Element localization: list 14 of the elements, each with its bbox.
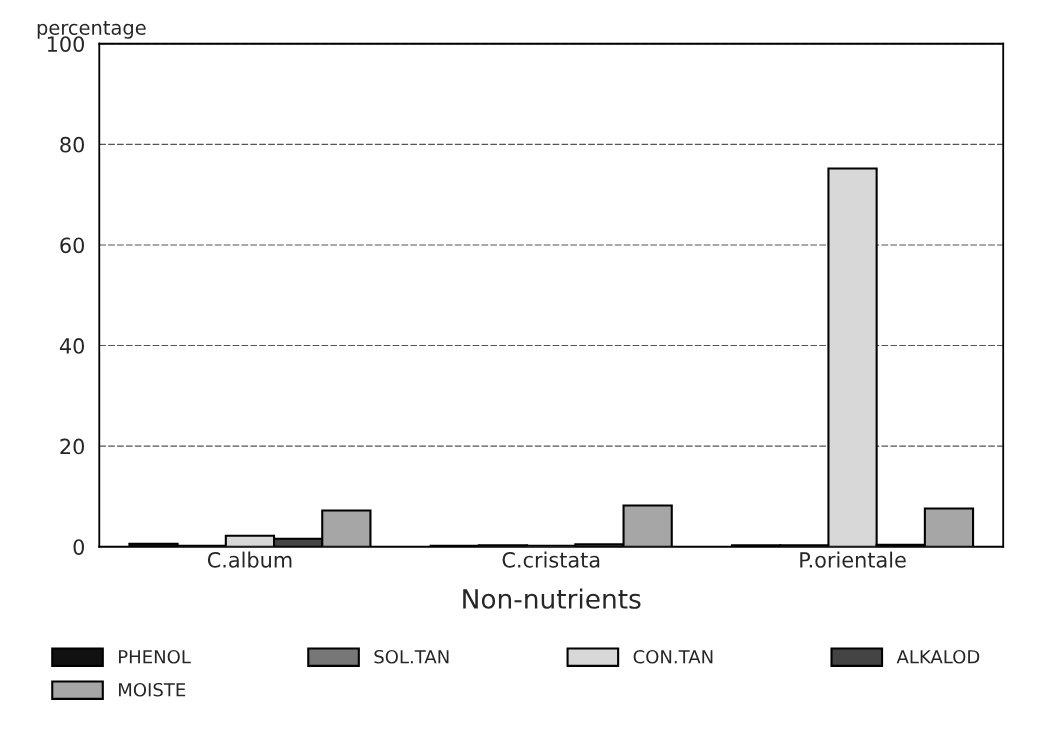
y-tick-label: 60 — [60, 237, 84, 254]
legend-label: PHENOL — [119, 649, 191, 664]
y-tick-label: 40 — [59, 338, 84, 354]
y-tick-label: 0 — [73, 539, 84, 555]
legend-label: ALKALOD — [896, 649, 980, 664]
legend-label: SOL.TAN — [374, 649, 449, 664]
x-tick-label: C.album — [207, 551, 292, 568]
x-tick-label: C.cristata — [502, 551, 600, 568]
legend-label: MOISTE — [119, 682, 186, 697]
x-axis-title: Non-nutrients — [463, 588, 641, 609]
x-tick-label: P.orientale — [800, 551, 906, 568]
legend-label: CON.TAN — [633, 649, 713, 664]
y-tick-label: 80 — [60, 136, 84, 153]
y-tick-label: 20 — [60, 438, 84, 455]
